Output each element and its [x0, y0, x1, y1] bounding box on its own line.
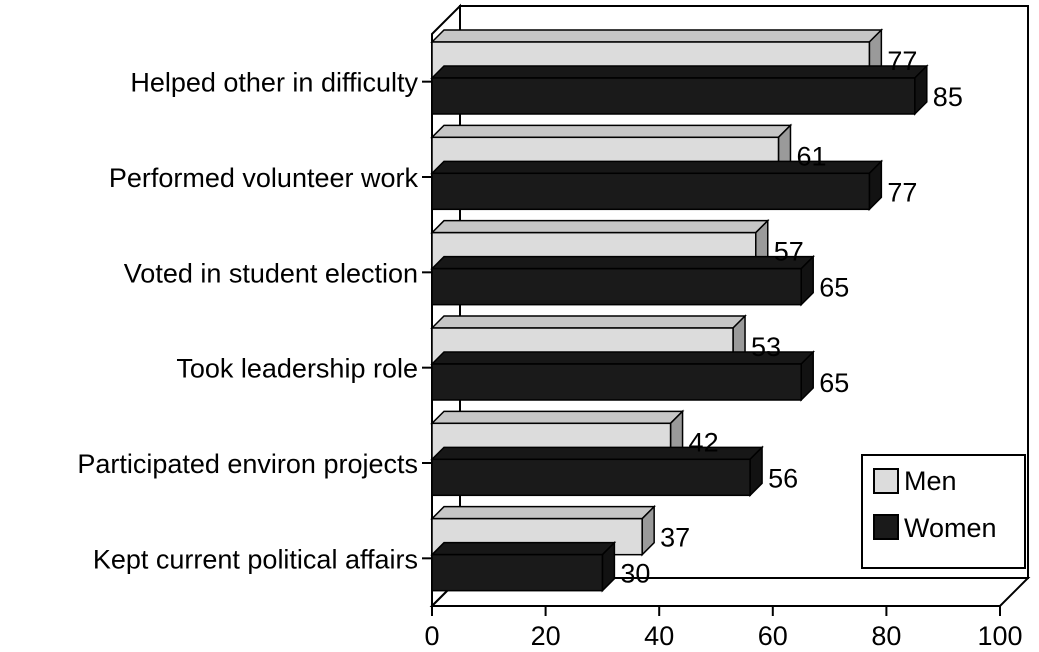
bar-top-men-5 [430, 505, 656, 520]
value-label-men-2: 57 [774, 237, 804, 267]
legend-swatch-men [873, 468, 899, 494]
category-label-2: Voted in student election [124, 258, 418, 288]
value-label-men-1: 61 [796, 141, 826, 171]
x-tick-label-0: 0 [424, 621, 439, 651]
value-label-women-0: 85 [933, 82, 963, 112]
category-label-1: Performed volunteer work [109, 163, 419, 193]
bar-top-men-4 [430, 410, 685, 425]
category-label-4: Participated environ projects [77, 449, 418, 479]
value-label-women-4: 56 [768, 463, 798, 493]
bar-top-women-2 [430, 255, 816, 270]
bar-women-5 [431, 553, 604, 592]
bar-women-4 [431, 458, 751, 497]
bar-top-men-0 [430, 29, 884, 43]
value-label-men-3: 53 [751, 332, 781, 362]
value-label-women-5: 30 [620, 559, 650, 589]
x-tick-label-1: 20 [531, 621, 561, 651]
value-label-men-5: 37 [660, 523, 690, 553]
bar-top-women-0 [430, 65, 929, 79]
bar-women-0 [431, 77, 916, 115]
value-label-women-3: 65 [819, 368, 849, 398]
legend: Men Women [861, 454, 1026, 569]
category-label-3: Took leadership role [176, 354, 418, 384]
bar-women-2 [431, 267, 802, 306]
bar-top-men-2 [430, 219, 770, 234]
x-tick-label-2: 40 [644, 621, 674, 651]
category-label-0: Helped other in difficulty [130, 68, 418, 98]
bar-top-men-3 [430, 315, 747, 329]
value-label-women-1: 77 [887, 177, 917, 207]
legend-label-women: Women [904, 513, 997, 543]
x-tick-label-5: 100 [977, 621, 1022, 651]
legend-swatch-women [873, 514, 899, 540]
bars-layer [430, 28, 929, 593]
x-tick-label-4: 80 [871, 621, 901, 651]
legend-label-men: Men [904, 466, 957, 496]
bar-top-men-1 [430, 124, 793, 139]
x-tick-label-3: 60 [758, 621, 788, 651]
bar-top-women-5 [430, 541, 617, 556]
category-labels-layer: Helped other in difficulty Performed volu… [77, 68, 432, 574]
value-label-men-0: 77 [887, 46, 917, 76]
value-labels-layer: 77 85 61 77 57 65 53 65 42 56 37 30 [620, 46, 962, 589]
bar-women-1 [431, 172, 871, 211]
value-label-men-4: 42 [689, 427, 719, 457]
bar-women-3 [431, 363, 802, 401]
value-label-women-2: 65 [819, 273, 849, 303]
category-label-5: Kept current political affairs [93, 544, 418, 574]
x-tick-labels-layer: 0 20 40 60 80 100 [424, 606, 1023, 651]
